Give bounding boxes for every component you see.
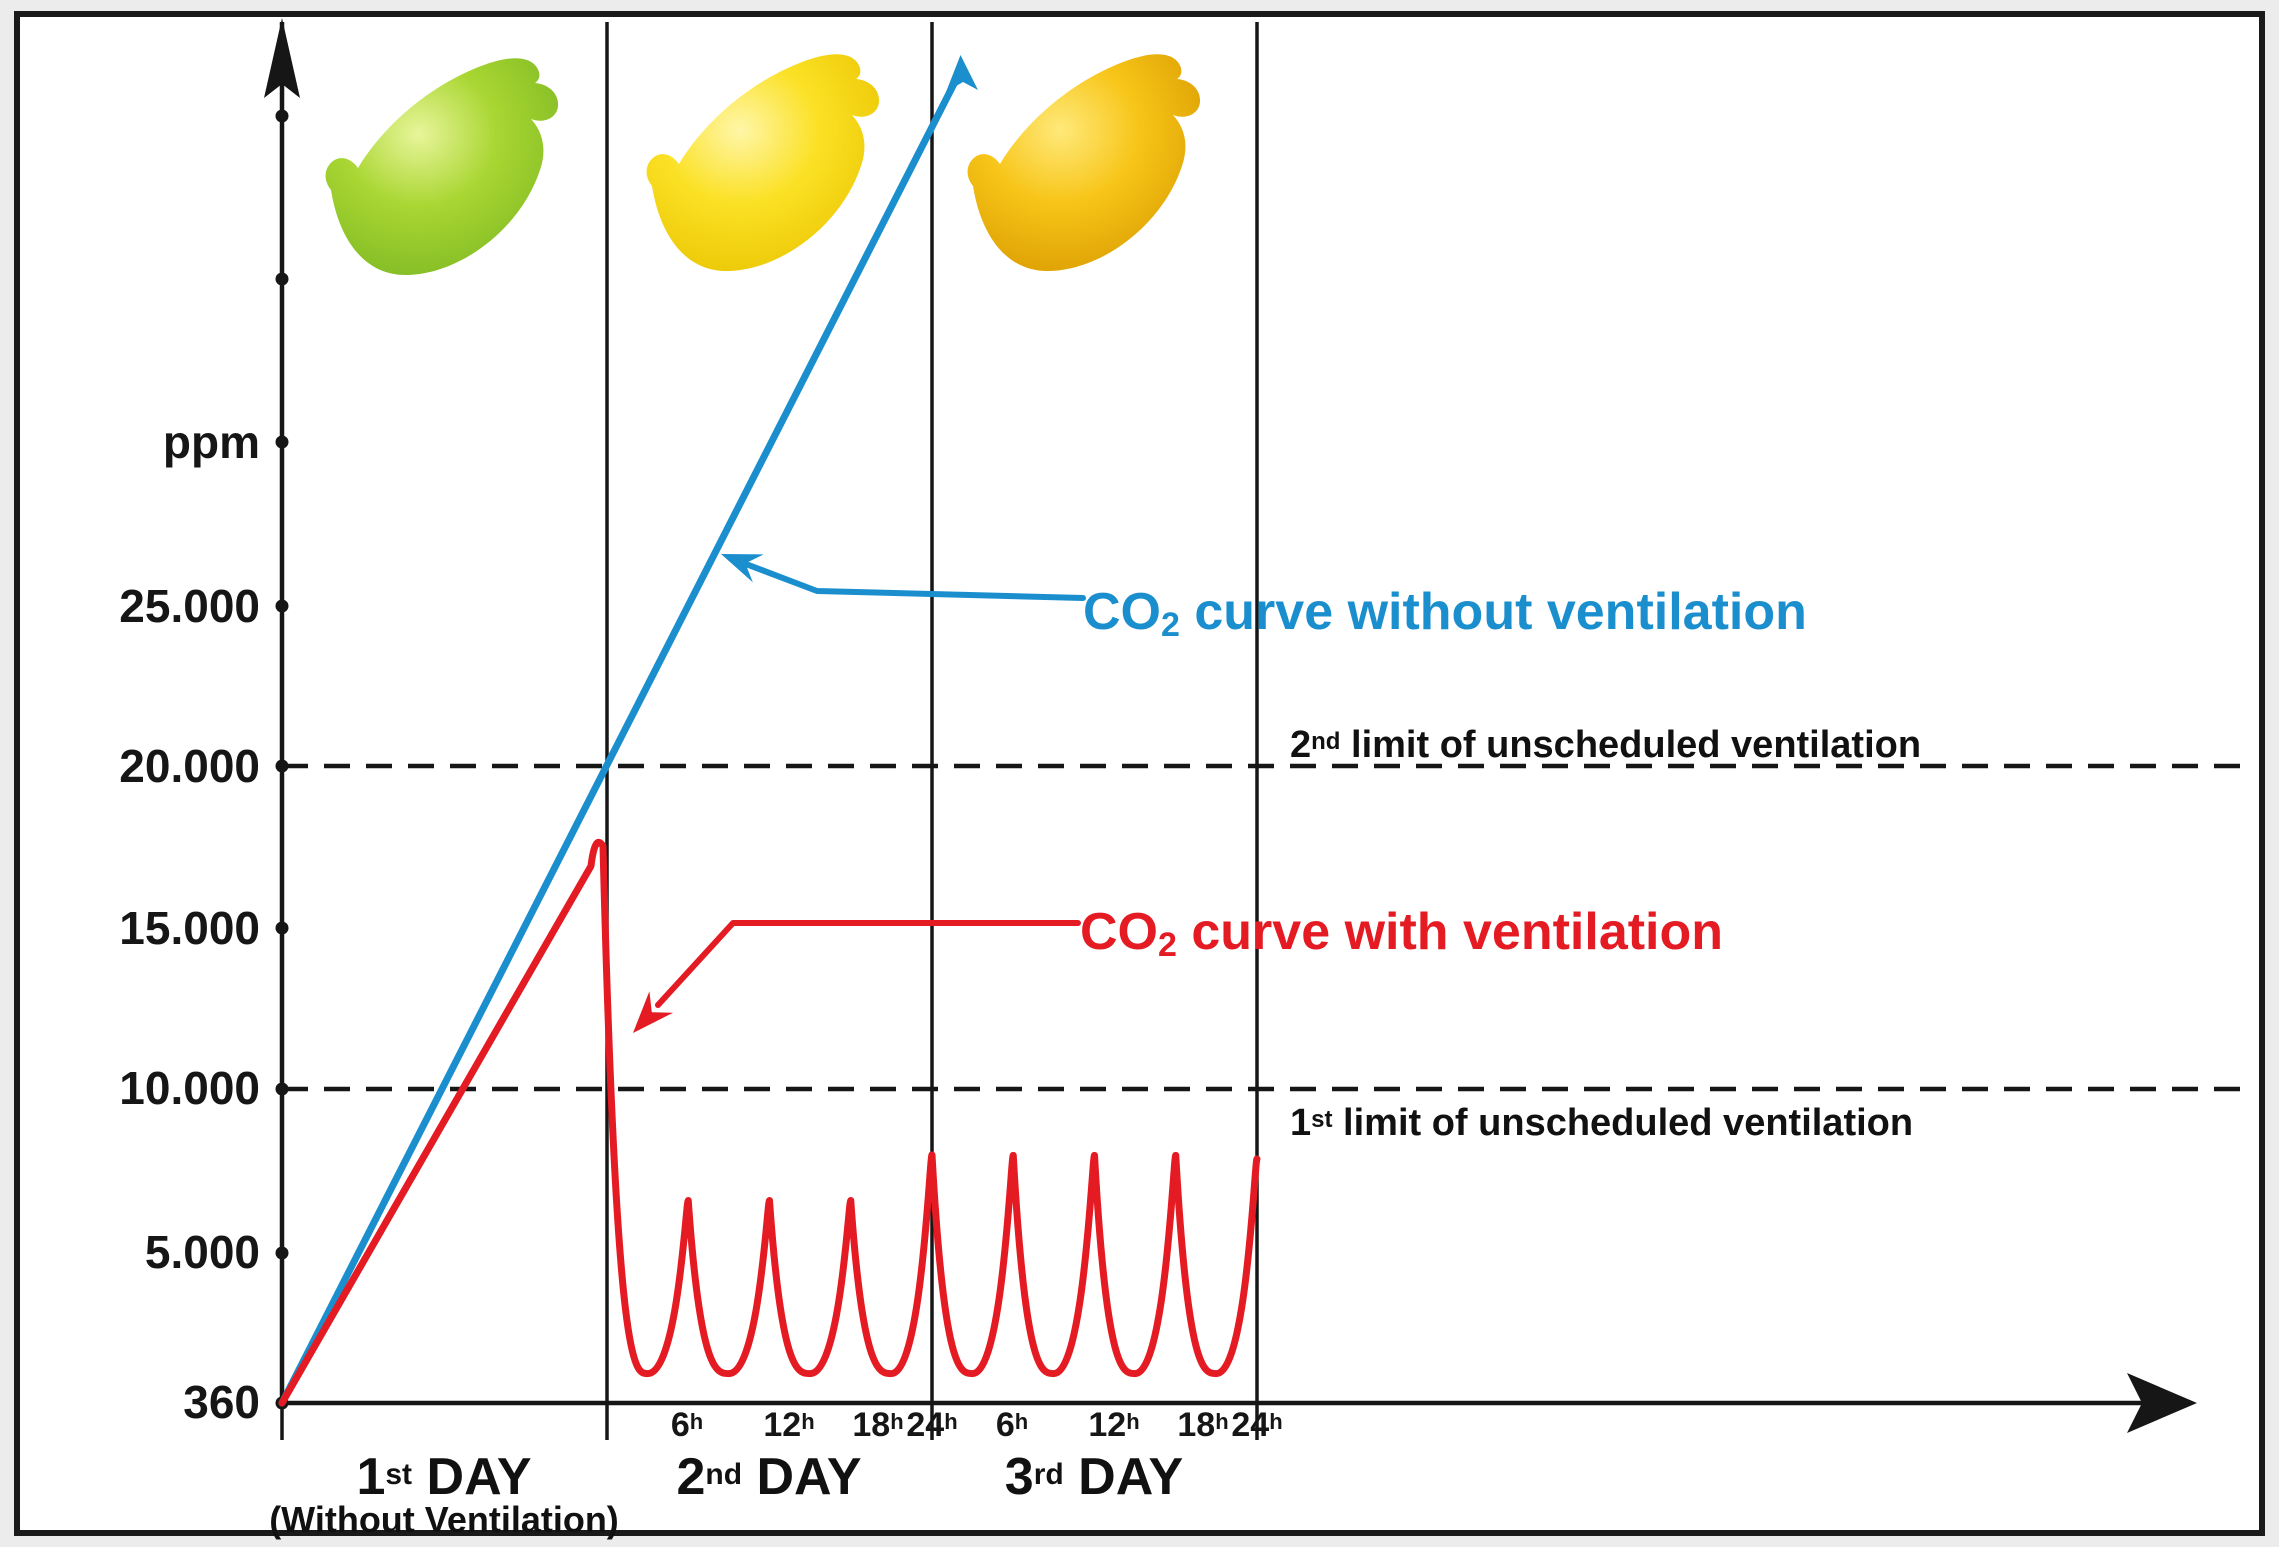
svg-text:2nd DAY: 2nd DAY xyxy=(676,1448,861,1506)
svg-text:CO2 curve without ventilation: CO2 curve without ventilation xyxy=(1083,583,1807,644)
svg-text:15.000: 15.000 xyxy=(119,902,260,954)
svg-text:1st DAY: 1st DAY xyxy=(356,1448,531,1506)
svg-text:10.000: 10.000 xyxy=(119,1062,260,1114)
svg-text:25.000: 25.000 xyxy=(119,580,260,632)
svg-text:5.000: 5.000 xyxy=(145,1226,260,1278)
svg-text:360: 360 xyxy=(183,1376,260,1428)
svg-text:1st limit of unscheduled venti: 1st limit of unscheduled ventilation xyxy=(1290,1102,1913,1144)
svg-text:ppm: ppm xyxy=(163,416,260,468)
svg-text:3rd DAY: 3rd DAY xyxy=(1005,1448,1183,1506)
svg-text:2nd limit of unscheduled venti: 2nd limit of unscheduled ventilation xyxy=(1290,724,1921,766)
svg-text:CO2 curve with ventilation: CO2 curve with ventilation xyxy=(1080,903,1723,964)
svg-text:20.000: 20.000 xyxy=(119,740,260,792)
svg-text:(Without Ventilation): (Without Ventilation) xyxy=(269,1499,619,1540)
